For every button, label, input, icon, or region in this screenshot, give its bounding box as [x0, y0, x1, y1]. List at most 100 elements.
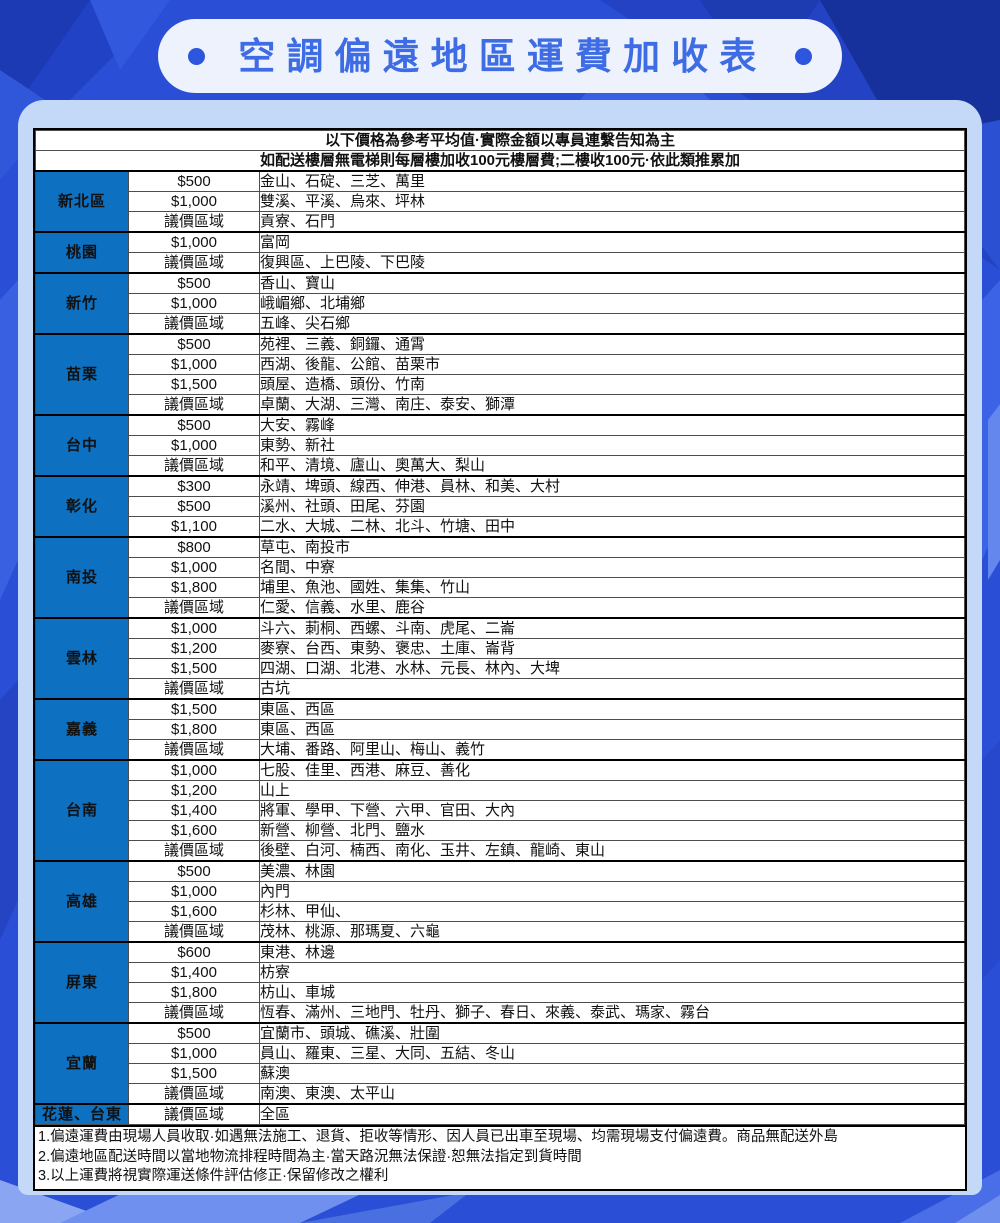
price-cell: $1,000 — [128, 191, 260, 212]
price-cell: $1,200 — [128, 638, 260, 659]
areas-cell: 草屯、南投市 — [259, 536, 965, 558]
fee-row: 彰化 $300 永靖、埤頭、線西、伸港、員林、和美、大村 — [35, 475, 965, 538]
price-cell: $1,800 — [128, 719, 260, 740]
region-label: 花蓮、台東 — [35, 1103, 129, 1125]
price-cell: $1,500 — [128, 374, 260, 395]
region-label: 屏東 — [35, 941, 129, 1024]
areas-cell: 全區 — [259, 1103, 965, 1125]
price-cell: $500 — [128, 170, 260, 192]
areas-cell: 大埔、番路、阿里山、梅山、義竹 — [259, 739, 965, 761]
footer-notes: 1.偏遠運費由現場人員收取·如遇無法施工、退貨、拒收等情形、因人員已出車至現場、… — [35, 1125, 965, 1189]
price-cell: 議價區域 — [128, 1103, 260, 1125]
areas-cell: 斗六、莿桐、西螺、斗南、虎尾、二崙 — [259, 617, 965, 639]
areas-cell: 峨嵋鄉、北埔鄉 — [259, 293, 965, 314]
region-label: 台中 — [35, 414, 129, 477]
areas-cell: 雙溪、平溪、烏來、坪林 — [259, 191, 965, 212]
fee-row: 台中 $500 大安、霧峰 — [35, 414, 965, 477]
areas-cell: 五峰、尖石鄉 — [259, 313, 965, 335]
price-cell: $500 — [128, 272, 260, 294]
areas-cell: 富岡 — [259, 231, 965, 253]
price-cell: $1,000 — [128, 617, 260, 639]
areas-cell: 大安、霧峰 — [259, 414, 965, 436]
region-label: 新北區 — [35, 170, 129, 233]
areas-cell: 枋寮 — [259, 962, 965, 983]
fee-row: $1,800 枋山、車城 — [36, 982, 965, 1003]
areas-cell: 南澳、東澳、太平山 — [259, 1083, 965, 1105]
fee-row: $1,000 員山、羅東、三星、大同、五結、冬山 — [36, 1043, 965, 1064]
fee-row: $500 溪州、社頭、田尾、芬園 — [36, 496, 965, 517]
fee-row: 雲林 $1,000 斗六、莿桐、西螺、斗南、虎尾、二崙 — [35, 617, 965, 700]
price-cell: $1,800 — [128, 982, 260, 1003]
price-cell: $1,100 — [128, 516, 260, 538]
subtitle-row: 以下價格為參考平均值·實際金額以專員連繫告知為主 — [35, 130, 965, 151]
price-cell: 議價區域 — [128, 840, 260, 862]
price-cell: $600 — [128, 941, 260, 963]
fee-row: 花蓮、台東 議價區域 全區 — [35, 1103, 965, 1125]
price-cell: 議價區域 — [128, 739, 260, 761]
areas-cell: 復興區、上巴陵、下巴陵 — [259, 252, 965, 274]
price-cell: $1,400 — [128, 800, 260, 821]
areas-cell: 四湖、口湖、北港、水林、元長、林內、大埤 — [259, 658, 965, 679]
region-label: 彰化 — [35, 475, 129, 538]
areas-cell: 恆春、滿州、三地門、牡丹、獅子、春日、來義、泰武、瑪家、霧台 — [259, 1002, 965, 1024]
region-label: 嘉義 — [35, 698, 129, 761]
price-cell: $1,500 — [128, 1063, 260, 1084]
fee-row: 屏東 $600 東港、林邊 — [35, 941, 965, 1024]
areas-cell: 新營、柳營、北門、鹽水 — [259, 820, 965, 841]
region-label: 桃園 — [35, 231, 129, 274]
fee-row: 高雄 $500 美濃、林園 — [35, 860, 965, 943]
fee-row: 台南 $1,000 七股、佳里、西港、麻豆、善化 — [35, 759, 965, 862]
fee-row: $1,500 蘇澳 — [36, 1063, 965, 1084]
fee-row: 議價區域 恆春、滿州、三地門、牡丹、獅子、春日、來義、泰武、瑪家、霧台 — [36, 1002, 965, 1024]
areas-cell: 西湖、後龍、公館、苗栗市 — [259, 354, 965, 375]
price-cell: $800 — [128, 536, 260, 558]
region-label: 南投 — [35, 536, 129, 619]
areas-cell: 埔里、魚池、國姓、集集、竹山 — [259, 577, 965, 598]
price-cell: 議價區域 — [128, 211, 260, 233]
areas-cell: 杉林、甲仙、 — [259, 901, 965, 922]
fee-row: 議價區域 南澳、東澳、太平山 — [36, 1083, 965, 1105]
areas-cell: 員山、羅東、三星、大同、五結、冬山 — [259, 1043, 965, 1064]
fee-row: 議價區域 後壁、白河、楠西、南化、玉井、左鎮、龍崎、東山 — [36, 840, 965, 862]
areas-cell: 枋山、車城 — [259, 982, 965, 1003]
price-cell: $1,000 — [128, 557, 260, 578]
region-label: 高雄 — [35, 860, 129, 943]
areas-cell: 東區、西區 — [259, 698, 965, 720]
price-cell: $500 — [128, 414, 260, 436]
fee-row: 議價區域 卓蘭、大湖、三灣、南庄、泰安、獅潭 — [36, 394, 965, 416]
areas-cell: 二水、大城、二林、北斗、竹塘、田中 — [259, 516, 965, 538]
areas-cell: 麥寮、台西、東勢、褒忠、土庫、崙背 — [259, 638, 965, 659]
region-label: 新竹 — [35, 272, 129, 335]
fee-row: 南投 $800 草屯、南投市 — [35, 536, 965, 619]
areas-cell: 山上 — [259, 780, 965, 801]
bullet-dot-left — [187, 47, 205, 65]
areas-cell: 香山、寶山 — [259, 272, 965, 294]
fee-row: 宜蘭 $500 宜蘭市、頭城、礁溪、壯圍 — [35, 1022, 965, 1105]
note-line: 3.以上運費將視實際運送條件評估修正·保留修改之權利 — [38, 1168, 389, 1184]
areas-cell: 名間、中寮 — [259, 557, 965, 578]
fee-row: 議價區域 貢寮、石門 — [36, 211, 965, 233]
price-cell: $1,000 — [128, 759, 260, 781]
areas-cell: 內門 — [259, 881, 965, 902]
price-cell: $1,000 — [128, 881, 260, 902]
fee-row: $1,000 名間、中寮 — [36, 557, 965, 578]
price-cell: $1,000 — [128, 293, 260, 314]
price-cell: $1,200 — [128, 780, 260, 801]
price-cell: $1,600 — [128, 901, 260, 922]
fee-row: 議價區域 五峰、尖石鄉 — [36, 313, 965, 335]
floor-notice: 如配送樓層無電梯則每層樓加收100元樓層費;二樓收100元·依此類推累加 — [35, 150, 965, 172]
fee-row: 議價區域 復興區、上巴陵、下巴陵 — [36, 252, 965, 274]
areas-cell: 和平、清境、廬山、奧萬大、梨山 — [259, 455, 965, 477]
fee-row: 苗栗 $500 苑裡、三義、銅鑼、通霄 — [35, 333, 965, 416]
price-cell: $1,500 — [128, 698, 260, 720]
floor-notice-row: 如配送樓層無電梯則每層樓加收100元樓層費;二樓收100元·依此類推累加 — [35, 150, 965, 172]
areas-cell: 溪州、社頭、田尾、芬園 — [259, 496, 965, 517]
fee-row: 新北區 $500 金山、石碇、三芝、萬里 — [35, 170, 965, 233]
fee-row: $1,500 四湖、口湖、北港、水林、元長、林內、大埤 — [36, 658, 965, 679]
fee-sheet: 以下價格為參考平均值·實際金額以專員連繫告知為主 如配送樓層無電梯則每層樓加收1… — [33, 128, 967, 1191]
fee-row: $1,400 將軍、學甲、下營、六甲、官田、大內 — [36, 800, 965, 821]
price-cell: $1,000 — [128, 435, 260, 456]
areas-cell: 茂林、桃源、那瑪夏、六龜 — [259, 921, 965, 943]
areas-cell: 永靖、埤頭、線西、伸港、員林、和美、大村 — [259, 475, 965, 497]
price-cell: $500 — [128, 496, 260, 517]
